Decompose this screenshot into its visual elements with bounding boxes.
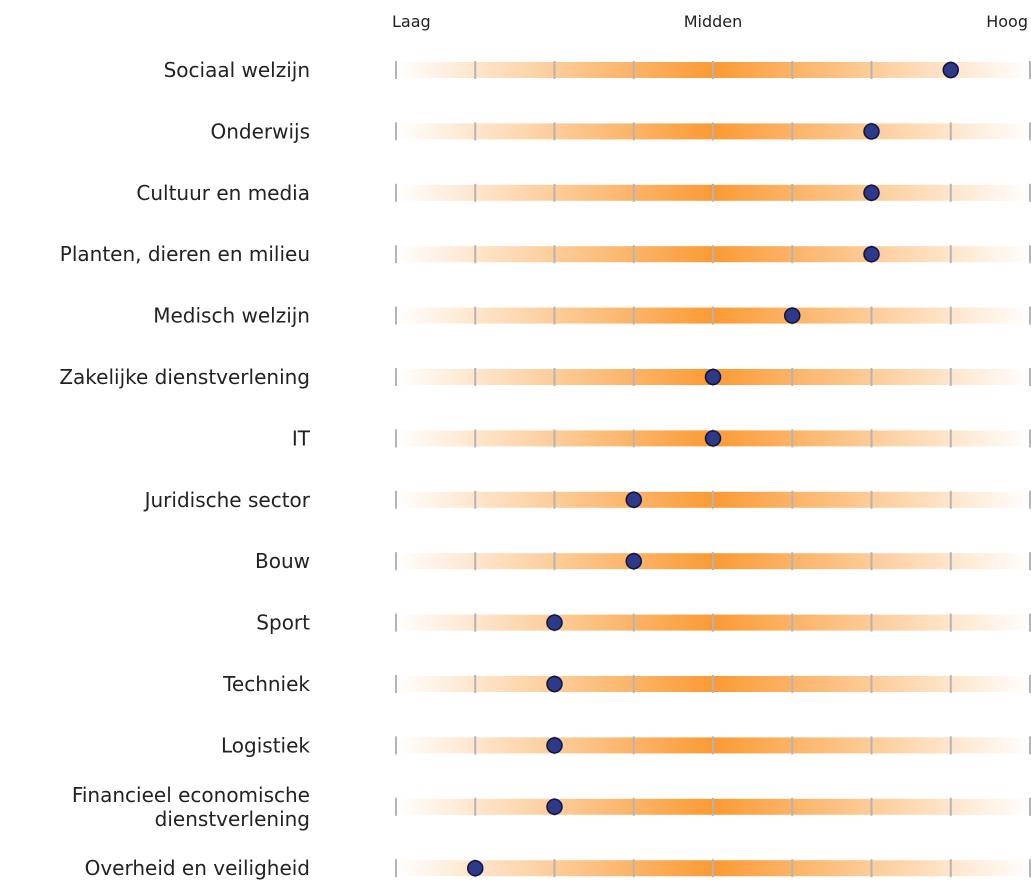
category-label: Cultuur en media — [136, 181, 310, 205]
category-label: Financieel economische dienstverlening — [72, 783, 310, 831]
value-dot — [546, 798, 563, 816]
category-label: Overheid en veiligheid — [85, 856, 310, 880]
category-label: Sociaal welzijn — [164, 58, 310, 82]
chart-row: Overheid en veiligheid — [85, 856, 1031, 880]
value-dot — [863, 245, 880, 263]
scale-label-0: Laag — [392, 12, 431, 31]
chart-row: Sociaal welzijn — [164, 58, 1031, 82]
chart-row: Cultuur en media — [136, 181, 1031, 205]
category-label: Juridische sector — [143, 488, 311, 512]
value-dot — [625, 491, 642, 509]
chart-rows: Sociaal welzijn Onderwijs Cultuur en media… — [59, 58, 1031, 880]
category-label: Planten, dieren en milieu — [60, 242, 310, 266]
scale-labels: Laag Midden Hoog — [392, 12, 1028, 31]
category-label: IT — [292, 426, 311, 450]
chart-row: IT — [292, 426, 1031, 450]
category-label: Bouw — [255, 549, 310, 573]
chart-row: Techniek — [222, 672, 1031, 696]
chart-row: Sport — [256, 611, 1031, 635]
chart-row: Financieel economische dienstverlening — [72, 783, 1031, 831]
value-dot — [625, 552, 642, 570]
chart-row: Juridische sector — [143, 488, 1031, 512]
chart-row: Bouw — [255, 549, 1031, 573]
category-label: Onderwijs — [210, 119, 310, 143]
value-dot — [546, 675, 563, 693]
value-dot — [467, 859, 484, 877]
value-dot — [546, 737, 563, 754]
value-dot — [942, 61, 959, 79]
chart-row: Onderwijs — [210, 119, 1031, 143]
chart-row: Zakelijke dienstverlening — [59, 365, 1031, 389]
value-dot — [863, 184, 880, 202]
scale-label-2: Hoog — [986, 12, 1028, 31]
chart-row: Medisch welzijn — [153, 304, 1031, 328]
value-dot — [546, 614, 563, 631]
chart-row: Planten, dieren en milieu — [60, 242, 1031, 266]
value-dot — [704, 430, 722, 447]
category-label: Medisch welzijn — [153, 304, 310, 328]
value-dot — [863, 123, 880, 140]
value-dot — [704, 368, 722, 386]
scale-label-1: Midden — [684, 12, 743, 31]
chart-row: Logistiek — [221, 733, 1031, 757]
value-dot — [784, 307, 801, 324]
category-label: Zakelijke dienstverlening — [59, 365, 310, 389]
category-label: Logistiek — [221, 733, 310, 757]
category-label: Techniek — [222, 672, 310, 696]
category-label: Sport — [256, 611, 310, 635]
